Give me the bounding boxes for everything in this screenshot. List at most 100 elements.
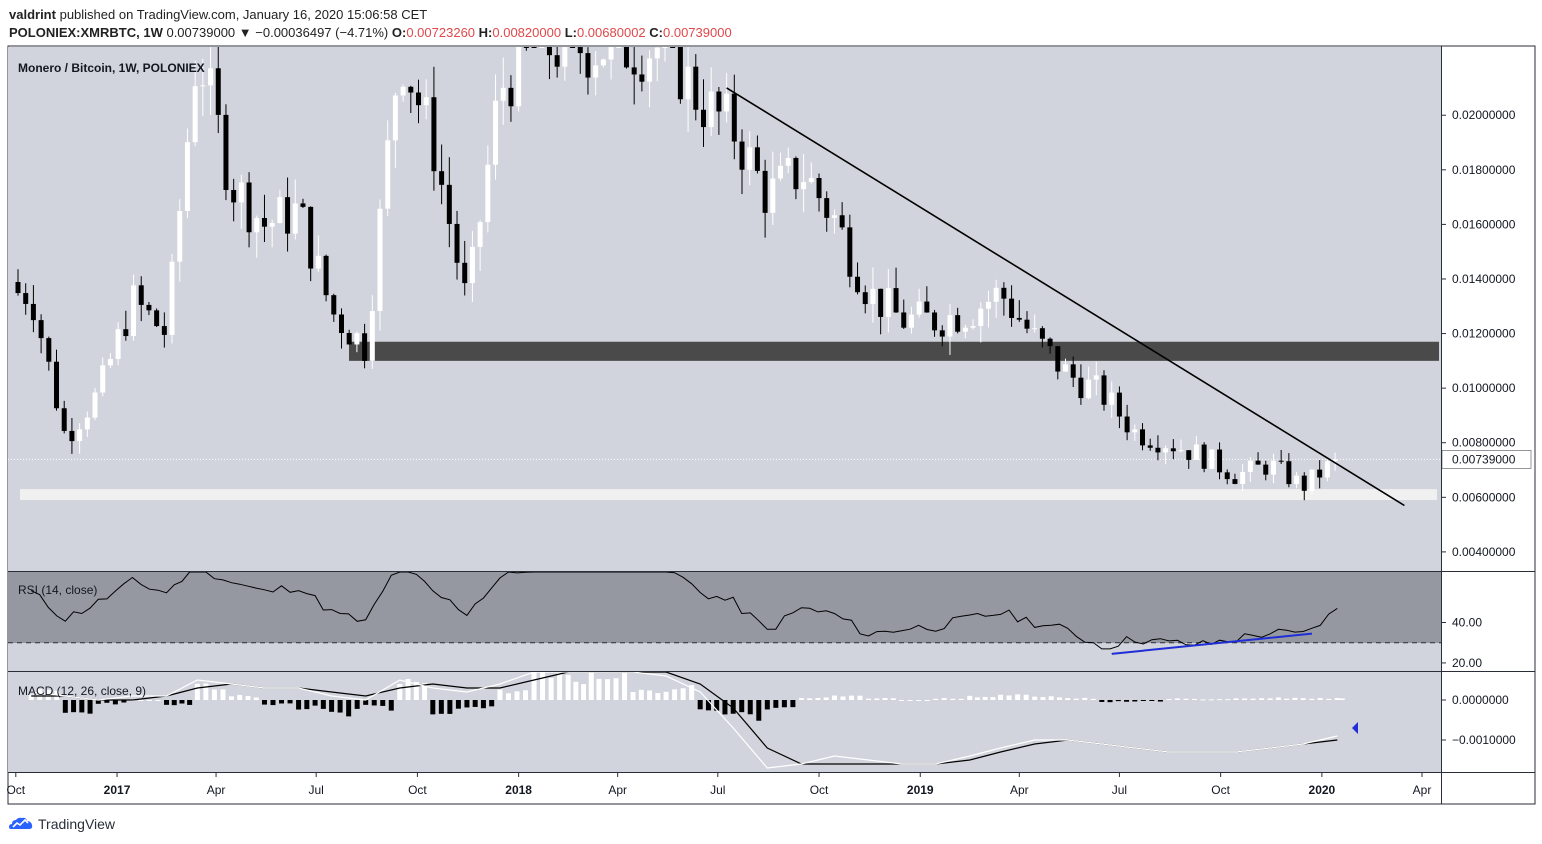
close-value: 0.00739000 [663, 25, 732, 40]
candle-body [38, 320, 44, 339]
macd-histogram-bar [1082, 697, 1088, 700]
candle-body [423, 97, 429, 106]
time-axis[interactable]: Oct 2017 Apr Jul Oct 2018 Apr Jul Oct 2019 Apr Jul O… [6, 772, 1431, 797]
macd-arrow-icon [1352, 722, 1358, 734]
candle-body [847, 227, 853, 277]
candle-body [1132, 429, 1138, 433]
author-name[interactable]: valdrint [9, 7, 56, 22]
candle-body [939, 330, 945, 337]
macd-histogram-bar [489, 700, 495, 707]
candle-body [331, 295, 337, 315]
candle-body [1039, 328, 1045, 339]
candle-body [623, 47, 629, 68]
macd-histogram-bar [655, 693, 661, 700]
candle-body [1024, 319, 1030, 329]
rsi-lines [8, 571, 1441, 655]
candle-body [308, 206, 314, 269]
macd-histogram-bar [1107, 700, 1113, 703]
candle-body [123, 329, 129, 337]
macd-histogram-bar [588, 672, 594, 700]
candle-body [1286, 461, 1292, 485]
candle-body [485, 164, 491, 223]
candle-body [1032, 328, 1038, 330]
candle-body [107, 358, 113, 366]
candle-body [477, 222, 483, 247]
macd-histogram-bar [1132, 700, 1138, 702]
candle-body [30, 303, 36, 321]
price-pane[interactable] [8, 47, 1441, 571]
macd-histogram-bar [171, 700, 177, 706]
candle-body [577, 47, 583, 54]
candle-body [808, 178, 814, 183]
rsi-pane-title: RSI (14, close) [18, 583, 97, 597]
time-tick-label: Apr [608, 783, 627, 797]
candle-body [639, 74, 645, 82]
time-tick-label: 2020 [1309, 783, 1336, 797]
macd-histogram-bar [1073, 698, 1079, 700]
macd-pane-title: MACD (12, 26, close, 9) [18, 684, 146, 698]
macd-histogram-bar [722, 700, 728, 715]
macd-histogram-bar [950, 698, 956, 700]
macd-axis[interactable]: 0.0000000 −0.0010000 [1441, 693, 1516, 747]
macd-histogram-bar [924, 700, 930, 701]
candle-body [662, 47, 668, 48]
candle-body [770, 178, 776, 213]
candle-body [978, 308, 984, 327]
macd-histogram-bar [941, 698, 947, 700]
candle-body [184, 142, 190, 211]
rsi-tick-label: 20.00 [1452, 656, 1482, 670]
macd-histogram-bar [514, 691, 520, 700]
candle-body [1062, 364, 1068, 372]
footer-brand[interactable]: TradingView [38, 816, 116, 832]
macd-histogram-bar [874, 698, 880, 700]
macd-histogram-bar [1157, 700, 1163, 702]
macd-histogram-bar [596, 678, 602, 700]
symbol-label[interactable]: POLONIEX:XMRBTC, 1W [9, 25, 163, 40]
macd-histogram-bar [1056, 697, 1062, 700]
candle-body [1163, 448, 1169, 453]
candle-body [647, 58, 653, 82]
last-price-tag-label: 0.00739000 [1452, 452, 1516, 466]
price-pane-title: Monero / Bitcoin, 1W, POLONIEX [18, 61, 205, 75]
macd-histogram-bar [890, 698, 896, 700]
candle-body [15, 282, 21, 294]
candle-body [654, 47, 660, 59]
candle-body [870, 288, 876, 305]
macd-histogram-bar [287, 700, 293, 704]
macd-histogram-bar [1090, 698, 1096, 700]
macd-histogram-bar [1233, 698, 1239, 700]
candle-body [831, 215, 837, 218]
candle-body [893, 288, 899, 313]
macd-histogram-bar [557, 673, 563, 700]
price-tick-label: 0.01000000 [1452, 381, 1516, 395]
macd-histogram-bar [613, 678, 619, 700]
macd-histogram-bar [1032, 696, 1038, 700]
price-tick-label: 0.00400000 [1452, 545, 1516, 559]
macd-histogram-bar [581, 684, 587, 700]
macd-pane[interactable] [8, 672, 1441, 772]
candle-body [23, 293, 29, 304]
candle-body [1224, 472, 1230, 480]
candle-body [238, 182, 244, 203]
candle-body [231, 189, 237, 203]
macd-histogram-bar [497, 689, 503, 700]
candle-body [154, 310, 160, 327]
candle-body [1147, 445, 1153, 448]
candle-body [46, 338, 52, 362]
candle-body [754, 147, 760, 171]
macd-histogram-bar [413, 681, 419, 700]
price-tick-label: 0.00600000 [1452, 490, 1516, 504]
macd-histogram-bar [815, 697, 821, 700]
candle-body [292, 203, 298, 234]
price-axis[interactable]: 0.02000000 0.01800000 0.01600000 0.01400000… [1441, 108, 1532, 559]
candle-body [1009, 298, 1015, 318]
macd-histogram-bar [354, 700, 360, 709]
macd-histogram-bar [967, 695, 973, 700]
macd-histogram-bar [112, 700, 118, 705]
macd-histogram-bar [296, 700, 302, 710]
macd-histogram-bar [840, 696, 846, 700]
candle-body [400, 86, 406, 96]
candle-body [962, 327, 968, 332]
rsi-axis[interactable]: 40.00 20.00 [1441, 616, 1482, 670]
